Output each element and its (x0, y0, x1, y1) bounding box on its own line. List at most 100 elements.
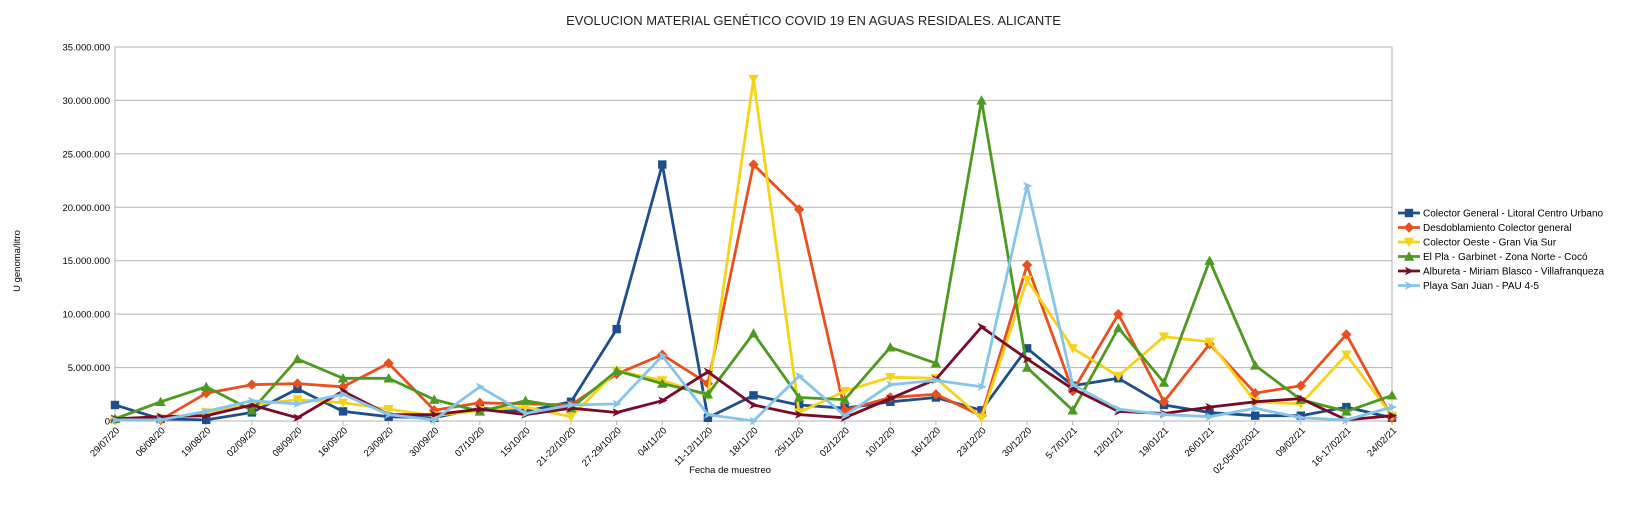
y-tick-label: 35.000.000 (62, 43, 110, 54)
data-point (1022, 344, 1032, 353)
x-tick-label: 16/12/20 (909, 425, 943, 459)
data-point (840, 411, 850, 420)
data-point (293, 413, 303, 422)
data-point (430, 410, 440, 419)
data-point (201, 381, 212, 392)
data-point (475, 382, 486, 392)
data-point (748, 328, 759, 338)
data-point (1067, 344, 1078, 354)
x-tick-label: 29/07/20 (88, 425, 122, 459)
data-point (1250, 397, 1261, 406)
series-line (114, 99, 1393, 421)
data-point (565, 412, 577, 422)
data-point (977, 406, 986, 415)
series-line (115, 184, 1393, 423)
x-tick-label: 04/11/20 (636, 425, 669, 458)
x-tick-label: 5-7/01/21 (1044, 425, 1080, 461)
legend-label: Colector General - Litoral Centro Urbano (1423, 209, 1604, 220)
x-tick-label: 27-29/10/20 (580, 425, 624, 469)
chart-title: EVOLUCION MATERIAL GENÉTICO COVID 19 EN … (566, 13, 1061, 28)
x-tick-label: 06/08/20 (134, 425, 168, 459)
data-point (703, 367, 714, 377)
data-point (337, 373, 349, 383)
data-point (110, 400, 120, 410)
data-point (246, 379, 258, 390)
data-point (839, 405, 850, 416)
data-point (886, 380, 896, 389)
data-point (703, 413, 713, 422)
x-tick-label: 19/08/20 (179, 425, 213, 459)
data-point (839, 386, 850, 397)
data-point (474, 397, 486, 409)
data-point (202, 415, 211, 425)
x-tick-label: 02/09/20 (225, 425, 259, 459)
x-tick-label: 18/11/20 (727, 425, 760, 458)
data-point (1021, 275, 1033, 286)
data-point (1021, 362, 1033, 372)
data-point (930, 358, 942, 368)
data-point (1158, 377, 1170, 387)
x-tick-label: 16-17/02/21 (1310, 425, 1354, 469)
data-point (521, 409, 531, 418)
data-point (1113, 308, 1124, 320)
legend-marker (1403, 222, 1415, 233)
series-lines (109, 74, 1398, 426)
data-point (1341, 329, 1352, 340)
data-point (1205, 408, 1214, 417)
x-tick-label: 12/01/21 (1092, 425, 1126, 459)
x-tick-label: 11-12/11/20 (672, 425, 715, 468)
data-point (1159, 410, 1170, 419)
legend-label: Albureta - Miriam Blasco - Villafranquez… (1423, 267, 1604, 278)
series-2 (109, 159, 1398, 426)
data-point (1342, 415, 1352, 425)
series-5 (110, 322, 1398, 425)
data-point (247, 396, 258, 405)
data-point (1250, 403, 1261, 413)
data-point (155, 396, 166, 406)
y-tick-label: 10.000.000 (62, 310, 110, 321)
legend-item: Desdoblamiento Colector general (1398, 222, 1571, 234)
legend-item: Colector Oeste - Gran Via Sur (1398, 238, 1557, 249)
data-point (793, 392, 805, 402)
x-tick-label: 25/11/20 (773, 425, 806, 458)
data-point (886, 394, 896, 403)
legend-item: Playa San Juan - PAU 4-5 (1398, 281, 1539, 292)
x-tick-label: 02-05/02/2021 (1211, 425, 1262, 476)
x-tick-label: 26/01/21 (1183, 425, 1217, 459)
data-point (612, 408, 622, 417)
data-point (1205, 412, 1215, 421)
y-tick-label: 15.000.000 (62, 256, 110, 267)
data-point (1022, 181, 1033, 191)
data-point (1341, 406, 1352, 416)
x-tick-label: 02/12/20 (818, 425, 852, 459)
data-point (931, 376, 942, 385)
x-tick-label: 16/09/20 (316, 425, 350, 459)
data-point (1113, 322, 1124, 333)
data-point (430, 415, 440, 425)
data-point (1204, 255, 1215, 265)
data-point (1296, 413, 1306, 422)
series-line (114, 77, 1394, 422)
legend-marker (1404, 281, 1415, 290)
x-tick-label: 23/09/20 (362, 425, 396, 459)
data-point (475, 405, 486, 414)
data-point (1205, 402, 1215, 412)
data-point (156, 415, 166, 425)
data-point (930, 389, 942, 400)
data-point (1386, 390, 1398, 400)
data-point (658, 396, 668, 405)
data-point (611, 365, 622, 375)
data-point (748, 159, 759, 170)
data-point (1295, 380, 1306, 391)
x-tick-label: 08/09/20 (271, 425, 305, 459)
data-point (383, 405, 394, 415)
data-point (749, 416, 759, 426)
data-point (202, 407, 212, 416)
y-tick-label: 20.000.000 (62, 203, 110, 214)
data-point (1249, 360, 1261, 370)
y-tick-label: 0 (105, 417, 110, 428)
data-point (839, 394, 850, 404)
data-point (612, 399, 622, 409)
data-point (977, 322, 987, 332)
